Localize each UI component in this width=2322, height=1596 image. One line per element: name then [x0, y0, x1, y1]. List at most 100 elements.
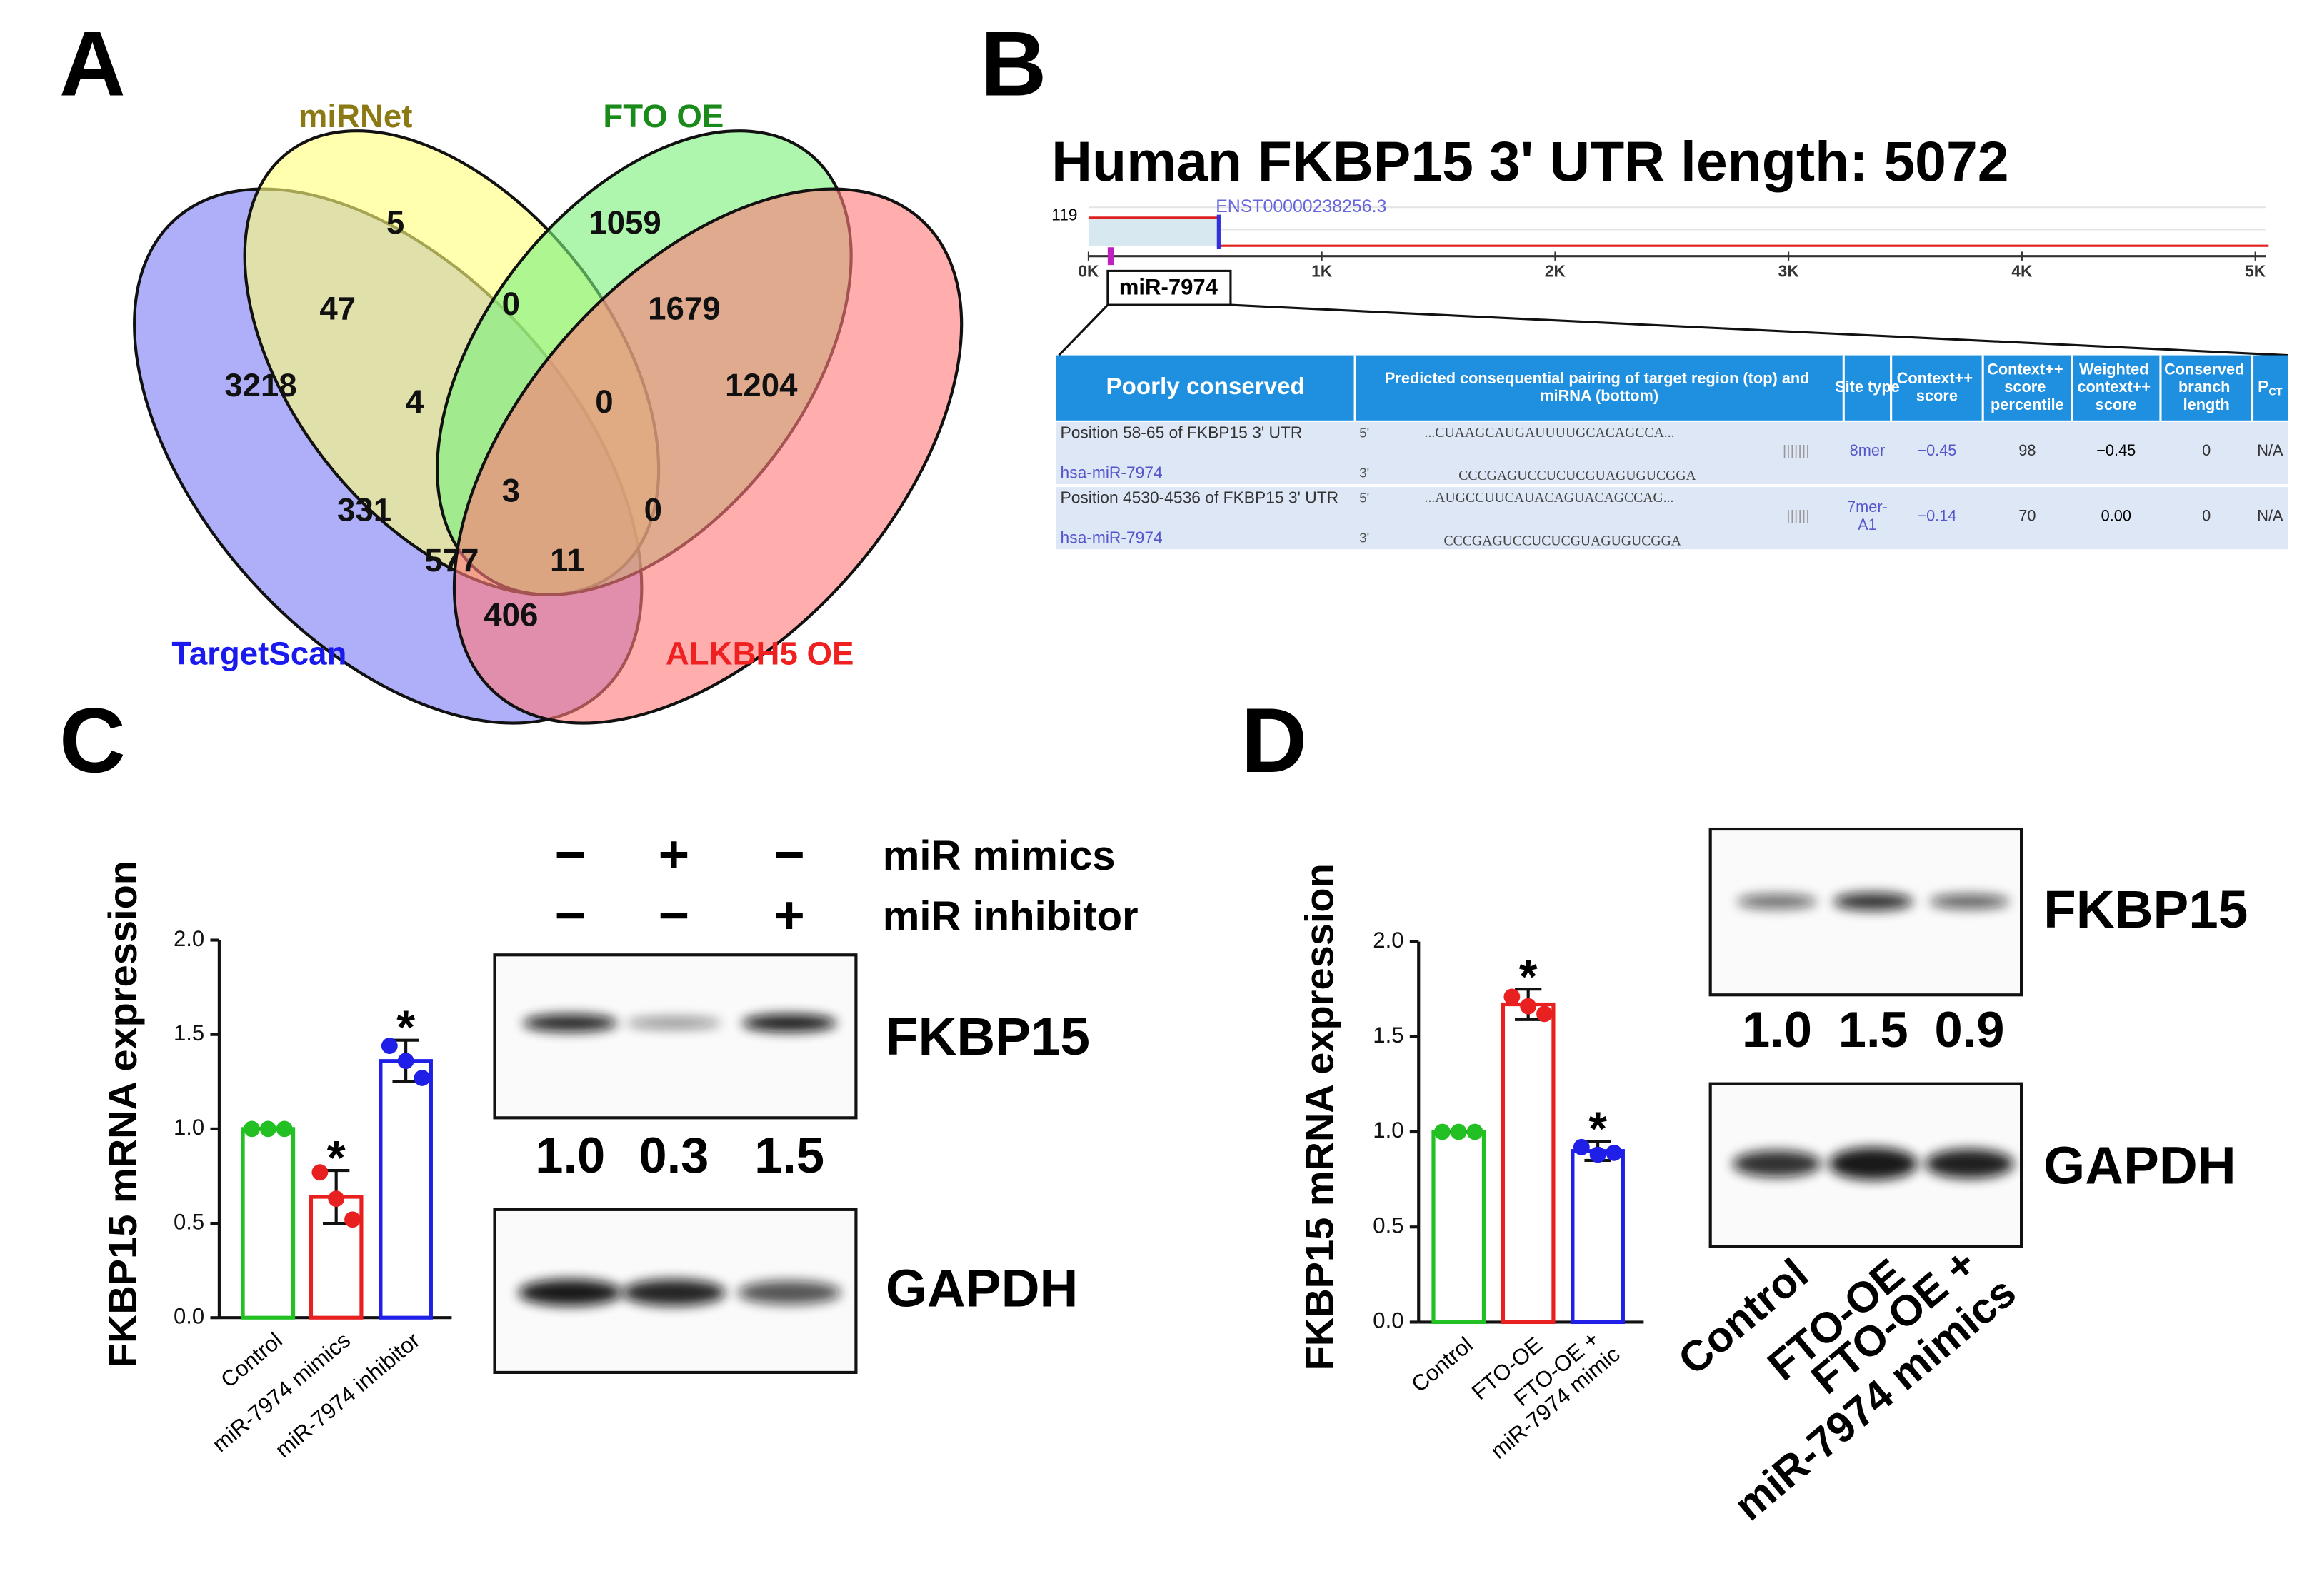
track-tick-label: 2K	[1545, 261, 1566, 280]
venn-set-label: TargetScan	[171, 636, 346, 672]
table-row	[1056, 421, 2288, 484]
row-branch: 0	[2202, 441, 2211, 459]
data-point	[381, 1038, 398, 1054]
data-point	[311, 1164, 329, 1181]
table-header-cell: Conserved branch length	[2164, 360, 2248, 413]
utr-title: Human FKBP15 3' UTR length: 5072	[1051, 130, 2009, 193]
row-end3: 3'	[1359, 531, 1369, 546]
band-quantification: 0.3	[639, 1127, 709, 1183]
venn-set-label: ALKBH5 OE	[666, 636, 854, 672]
treatment-label: miR inhibitor	[883, 893, 1139, 940]
data-point	[1573, 1138, 1590, 1155]
track-block	[1088, 217, 1219, 246]
significance: *	[1519, 950, 1538, 1003]
track-tick-label: 4K	[2011, 261, 2033, 280]
data-point	[328, 1190, 345, 1208]
blot-band	[1737, 894, 1817, 909]
treatment-sign: −	[659, 885, 690, 945]
pct-main: P	[2258, 377, 2268, 396]
venn-count: 577	[424, 542, 479, 578]
data-point	[1466, 1123, 1483, 1140]
row-pct: N/A	[2257, 506, 2283, 524]
y-tick-label: 0.5	[174, 1209, 204, 1234]
table-header	[1056, 355, 2288, 421]
row-end5: 5'	[1359, 425, 1369, 440]
y-tick-label: 2.0	[174, 926, 204, 951]
row-pairing: |||||||	[1783, 443, 1810, 459]
table-header-cell: PCT	[2258, 377, 2283, 398]
blot-band	[741, 1014, 837, 1033]
venn-count: 331	[337, 491, 391, 528]
pct-sub: CT	[2268, 386, 2282, 398]
venn-count: 0	[644, 491, 662, 528]
blot-band	[518, 1279, 622, 1306]
y-tick-label: 0.0	[1373, 1308, 1403, 1333]
band-quantification: 1.0	[1742, 1001, 1812, 1058]
blot-frame	[493, 953, 858, 1120]
track-y-label: 119	[1051, 206, 1077, 224]
treatment-sign: +	[659, 824, 690, 884]
data-point	[397, 1053, 414, 1070]
y-tick-label: 1.5	[174, 1020, 204, 1045]
row-mirna: hsa-miR-7974	[1061, 463, 1163, 481]
panel-label: C	[59, 690, 126, 792]
blot-control-label: GAPDH	[886, 1258, 1079, 1318]
table-row	[1056, 487, 2288, 550]
row-mirna: hsa-miR-7974	[1061, 528, 1163, 547]
band-quantification: 1.5	[754, 1127, 824, 1183]
bar	[379, 1059, 433, 1320]
data-point	[1606, 1144, 1623, 1161]
treatment-sign: +	[774, 885, 805, 945]
blot-band	[1828, 1147, 1918, 1180]
table-header-cell: Poorly conserved	[1106, 373, 1305, 400]
row-percentile: 98	[2018, 441, 2036, 459]
blot-band	[737, 1280, 841, 1305]
track-tick-label: 1K	[1311, 261, 1333, 280]
venn-count: 0	[595, 383, 613, 420]
band-quantification: 0.9	[1935, 1001, 2005, 1058]
zoom-line	[1058, 304, 1109, 356]
row-end3: 3'	[1359, 465, 1369, 480]
y-tick-label: 1.0	[1373, 1118, 1403, 1143]
y-axis-label: FKBP15 mRNA expression	[1296, 863, 1341, 1370]
bar	[1571, 1149, 1625, 1325]
venn-count: 1679	[648, 290, 720, 326]
row-end5: 5'	[1359, 491, 1369, 506]
row-target: ...CUAAGCAUGAUUUUGCACAGCCA...	[1425, 425, 1675, 441]
track-tick-label: 3K	[1778, 261, 1800, 280]
data-point	[1536, 1005, 1553, 1023]
row-mirna-seq: CCCGAGUCCUCUCGUAGUGUCGGA	[1443, 533, 1681, 548]
y-tick-label: 2.0	[1373, 928, 1403, 953]
blot-target-label: FKBP15	[2043, 879, 2248, 939]
table-header-cell: Context++ score percentile	[1987, 360, 2067, 413]
data-point	[1434, 1123, 1451, 1140]
blot-band	[1732, 1150, 1822, 1178]
venn-count: 4	[406, 383, 424, 420]
panel-label: D	[1241, 690, 1307, 792]
blot-control-label: GAPDH	[2043, 1135, 2236, 1195]
y-tick-label: 0.0	[174, 1303, 204, 1328]
row-position: Position 58-65 of FKBP15 3' UTR	[1061, 423, 1303, 441]
data-point	[1450, 1123, 1467, 1140]
site-box	[1106, 269, 1232, 306]
significance: *	[396, 1002, 415, 1055]
significance: *	[1588, 1103, 1607, 1155]
venn-set-label: miRNet	[299, 98, 413, 134]
venn-count: 5	[386, 204, 404, 241]
bar	[241, 1127, 296, 1320]
band-quantification: 1.0	[535, 1127, 605, 1183]
transcript-label: ENST00000238256.3	[1216, 196, 1386, 216]
track-tick-label: 5K	[2245, 261, 2266, 280]
venn-count: 3	[502, 472, 520, 508]
venn-count: 47	[319, 290, 356, 326]
table-header-cell: Predicted consequential pairing of targe…	[1385, 369, 1814, 405]
venn-count: 0	[502, 286, 520, 322]
data-point	[244, 1120, 260, 1138]
y-tick-label: 1.0	[174, 1115, 204, 1140]
row-weighted: 0.00	[2101, 506, 2131, 524]
row-pct: N/A	[2257, 441, 2283, 459]
blot-target-label: FKBP15	[886, 1006, 1090, 1066]
blot-band	[522, 1014, 618, 1033]
data-point	[414, 1070, 431, 1086]
